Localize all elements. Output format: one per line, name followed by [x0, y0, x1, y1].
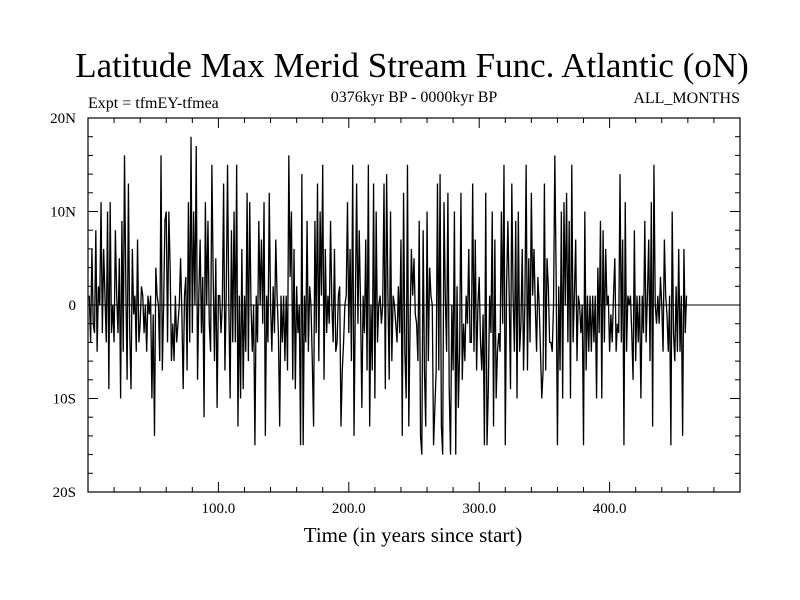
axis-ticks: 100.0 200.0 300.0 400.0 20N 10N 0 10S 20S [50, 111, 741, 517]
x-tick-label: 200.0 [332, 501, 366, 517]
series-line-0 [88, 136, 688, 455]
x-axis-label: Time (in years since start) [304, 523, 523, 547]
months-label: ALL_MONTHS [633, 90, 740, 107]
y-tick-label: 20S [53, 485, 76, 501]
y-tick-label: 0 [69, 298, 77, 314]
plot-area [88, 136, 740, 455]
y-tick-label: 20N [50, 111, 76, 127]
period-label: 0376kyr BP - 0000kyr BP [331, 89, 498, 106]
x-tick-label: 100.0 [202, 501, 236, 517]
chart-title: Latitude Max Merid Stream Func. Atlantic… [75, 46, 749, 85]
x-tick-label: 300.0 [462, 501, 496, 517]
x-tick-label: 400.0 [593, 501, 627, 517]
experiment-label: Expt = tfmEY-tfmea [88, 95, 219, 112]
y-tick-label: 10N [50, 205, 76, 221]
y-tick-label: 10S [53, 392, 76, 408]
